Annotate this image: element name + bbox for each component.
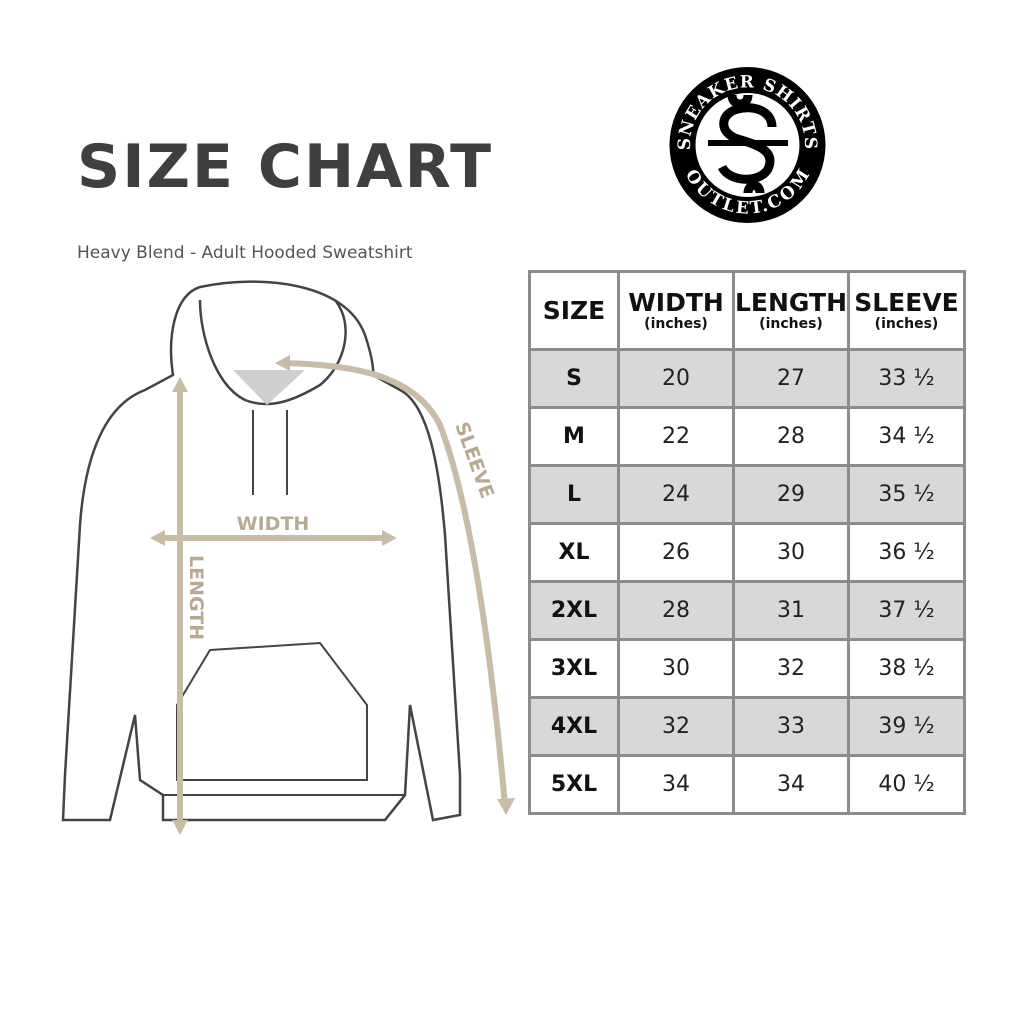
sleeve-arrow [282, 360, 508, 806]
cell-size: 5XL [528, 754, 620, 815]
cell-size: 4XL [528, 696, 620, 757]
cell-width: 32 [617, 696, 735, 757]
cell-width: 20 [617, 348, 735, 409]
cell-length: 28 [732, 406, 850, 467]
length-label: LENGTH [185, 555, 207, 640]
cell-width: 28 [617, 580, 735, 641]
hood-inner [198, 299, 347, 406]
table-row: S 20 27 33 ½ [528, 348, 966, 409]
cell-sleeve: 40 ½ [847, 754, 966, 815]
cell-width: 30 [617, 638, 735, 699]
cell-width: 22 [617, 406, 735, 467]
cell-length: 30 [732, 522, 850, 583]
table-header-row: SIZE WIDTH (inches) LENGTH (inches) SLEEVE… [528, 270, 966, 351]
cell-length: 27 [732, 348, 850, 409]
pocket [176, 641, 368, 781]
header-size: SIZE [528, 270, 620, 351]
hoodie-diagram: WIDTH LENGTH SLEEVE [61, 280, 515, 835]
monogram-icon [708, 94, 788, 194]
cell-sleeve: 33 ½ [847, 348, 966, 409]
cell-sleeve: 37 ½ [847, 580, 966, 641]
cell-width: 26 [617, 522, 735, 583]
table-row: 4XL 32 33 39 ½ [528, 696, 966, 757]
cell-length: 33 [732, 696, 850, 757]
cell-sleeve: 38 ½ [847, 638, 966, 699]
cell-length: 29 [732, 464, 850, 525]
cell-length: 32 [732, 638, 850, 699]
drawstrings [252, 410, 288, 495]
cell-size: L [528, 464, 620, 525]
cell-width: 34 [617, 754, 735, 815]
table-row: XL 26 30 36 ½ [528, 522, 966, 583]
table-row: 5XL 34 34 40 ½ [528, 754, 966, 815]
table-row: L 24 29 35 ½ [528, 464, 966, 525]
hoodie-outline [61, 280, 462, 822]
cell-sleeve: 39 ½ [847, 696, 966, 757]
header-width: WIDTH (inches) [617, 270, 735, 351]
size-table: SIZE WIDTH (inches) LENGTH (inches) SLEEVE… [528, 270, 966, 815]
header-sleeve: SLEEVE (inches) [847, 270, 966, 351]
cell-sleeve: 36 ½ [847, 522, 966, 583]
cell-width: 24 [617, 464, 735, 525]
cell-length: 31 [732, 580, 850, 641]
cell-size: 2XL [528, 580, 620, 641]
cell-sleeve: 35 ½ [847, 464, 966, 525]
table-row: 3XL 30 32 38 ½ [528, 638, 966, 699]
cell-sleeve: 34 ½ [847, 406, 966, 467]
cell-size: XL [528, 522, 620, 583]
cell-size: 3XL [528, 638, 620, 699]
product-subtitle: Heavy Blend - Adult Hooded Sweatshirt [77, 243, 413, 263]
table-row: M 22 28 34 ½ [528, 406, 966, 467]
cell-size: S [528, 348, 620, 409]
brand-logo: SNEAKER SHIRTS OUTLET.COM [669, 67, 826, 223]
header-length: LENGTH (inches) [732, 270, 850, 351]
width-label: WIDTH [237, 513, 310, 535]
cell-length: 34 [732, 754, 850, 815]
cell-size: M [528, 406, 620, 467]
table-row: 2XL 28 31 37 ½ [528, 580, 966, 641]
page-title: SIZE CHART [77, 132, 494, 202]
